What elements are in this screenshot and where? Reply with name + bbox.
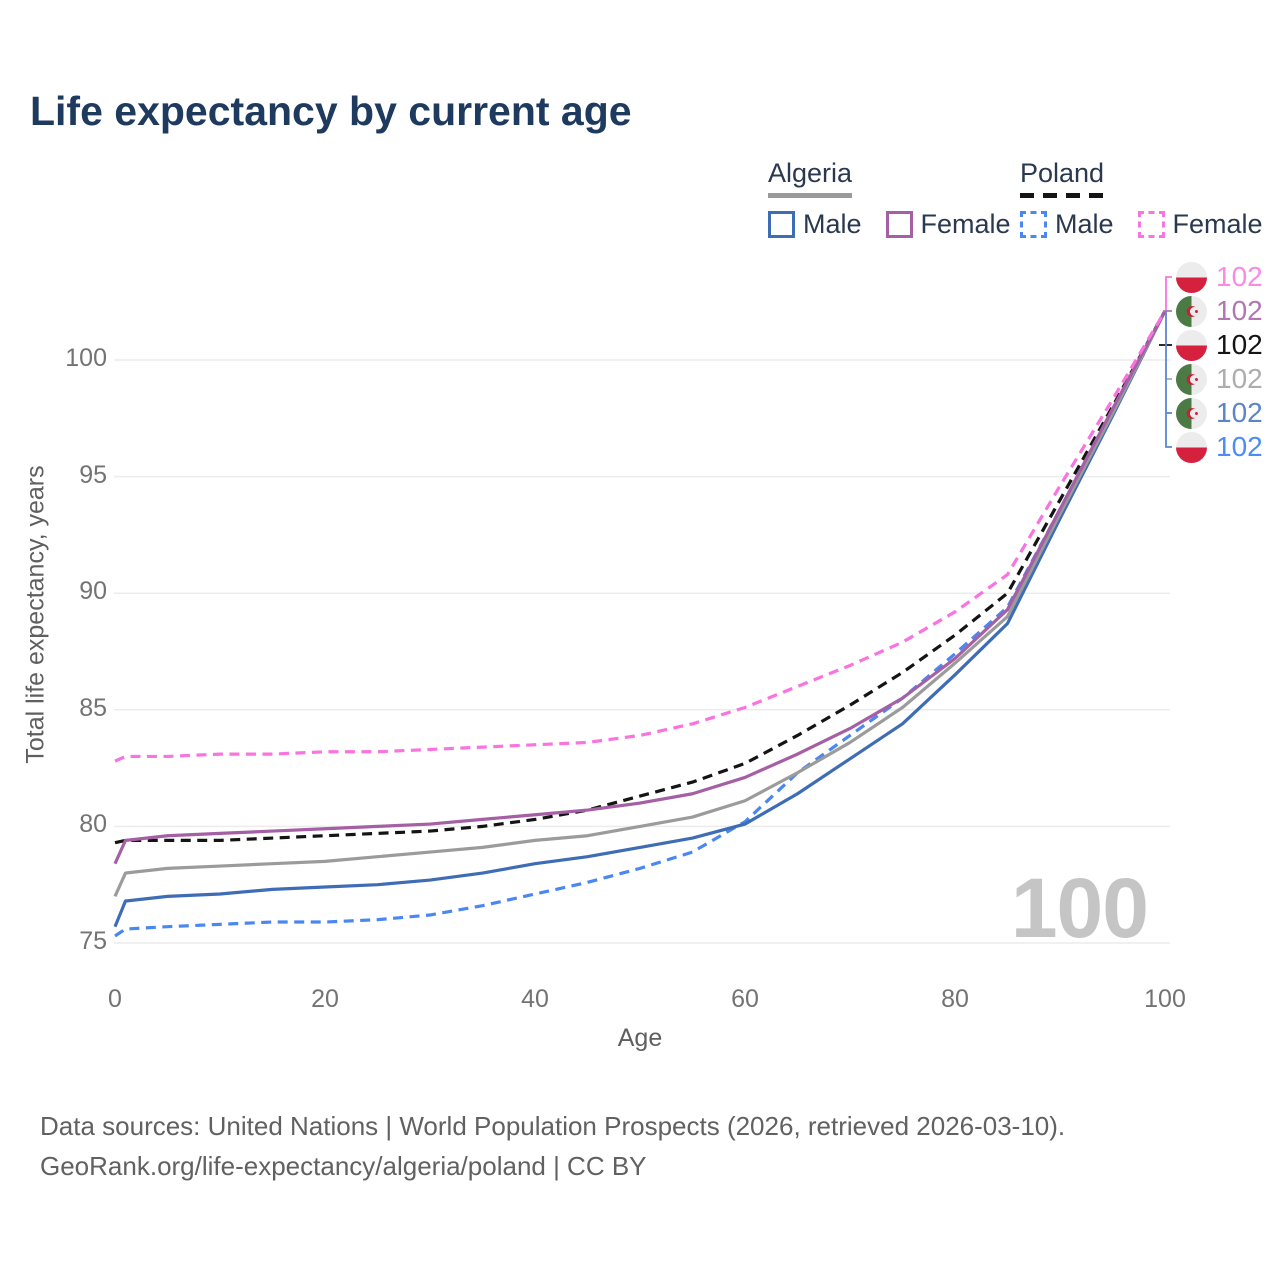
source-line-2[interactable]: GeoRank.org/life-expectancy/algeria/pola… [40, 1151, 647, 1181]
leader-line [1165, 276, 1172, 312]
x-tick-label: 60 [731, 985, 759, 1013]
poland-flag-icon [1176, 329, 1207, 361]
end-label-row-algeria-total: 102 [1176, 360, 1263, 398]
algeria-flag-icon [1176, 295, 1207, 327]
poland-female-swatch-icon [1137, 211, 1165, 238]
poland-flag-icon [1176, 261, 1207, 293]
series-line-poland-total [114, 310, 1167, 845]
end-label-row-algeria-female: 102 [1176, 292, 1263, 330]
poland-male-swatch-icon [1020, 211, 1047, 238]
series-line-poland-male [114, 310, 1167, 938]
legend-group-poland: Poland Male Female [1020, 158, 1263, 240]
end-label-row-poland-male: 102 [1176, 428, 1263, 466]
y-tick-label: 100 [65, 344, 107, 372]
algeria-solid-line-sample [768, 193, 853, 198]
y-tick-label: 75 [79, 927, 107, 955]
source-note: Data sources: United Nations | World Pop… [40, 1106, 1065, 1186]
end-value-algeria-female: 102 [1216, 295, 1263, 326]
series-line-algeria-male [113, 310, 1167, 928]
y-tick-label: 90 [79, 577, 107, 606]
x-axis-title: Age [617, 1024, 663, 1052]
x-tick-label: 0 [108, 985, 122, 1013]
legend-group-algeria: Algeria Male Female [768, 158, 1011, 240]
legend-country-algeria-label: Algeria [768, 158, 853, 188]
legend-item-algeria-female[interactable]: Female [885, 209, 1011, 240]
y-tick-label: 95 [79, 460, 107, 489]
algeria-female-swatch-icon [885, 211, 913, 238]
y-tick-label: 85 [79, 693, 107, 722]
poland-flag-icon [1176, 431, 1207, 463]
x-tick-label: 80 [941, 985, 969, 1013]
algeria-male-swatch-icon [768, 211, 795, 238]
algeria-flag-icon [1176, 397, 1207, 429]
age-counter-watermark: 100 [1010, 861, 1149, 955]
end-label-row-algeria-male: 102 [1176, 394, 1263, 432]
x-tick-label: 20 [311, 985, 339, 1013]
x-tick-label: 100 [1144, 985, 1186, 1013]
poland-dashed-line-sample [1020, 193, 1105, 198]
legend-country-algeria[interactable]: Algeria [768, 158, 853, 198]
series-line-poland-female [114, 310, 1167, 763]
legend-country-poland[interactable]: Poland [1020, 158, 1105, 198]
end-value-poland-total: 102 [1216, 329, 1263, 360]
end-label-row-poland-female: 102 [1176, 258, 1263, 296]
y-tick-label: 80 [79, 810, 107, 839]
end-value-algeria-male: 102 [1216, 397, 1263, 428]
series-line-algeria-total [113, 310, 1167, 898]
algeria-flag-icon [1176, 363, 1207, 395]
legend-item-algeria-male-label: Male [803, 209, 862, 239]
legend-item-poland-male-label: Male [1055, 209, 1114, 239]
series-line-algeria-female [113, 310, 1167, 865]
legend-item-poland-female-label: Female [1172, 209, 1263, 239]
legend-item-algeria-female-label: Female [920, 209, 1011, 239]
source-line-1: Data sources: United Nations | World Pop… [40, 1111, 1066, 1141]
legend-item-poland-female[interactable]: Female [1137, 209, 1263, 240]
legend-item-poland-male[interactable]: Male [1020, 209, 1114, 240]
page-title: Life expectancy by current age [30, 88, 632, 134]
end-label-row-poland-total: 102 [1176, 326, 1263, 364]
legend-country-poland-label: Poland [1020, 158, 1105, 188]
end-value-poland-female: 102 [1216, 261, 1263, 292]
legend-item-algeria-male[interactable]: Male [768, 209, 862, 240]
x-tick-label: 40 [521, 985, 549, 1013]
y-axis-title: Total life expectancy, years [21, 465, 50, 764]
leader-line [1165, 311, 1172, 448]
end-value-algeria-total: 102 [1216, 363, 1263, 394]
end-value-poland-male: 102 [1216, 431, 1263, 462]
